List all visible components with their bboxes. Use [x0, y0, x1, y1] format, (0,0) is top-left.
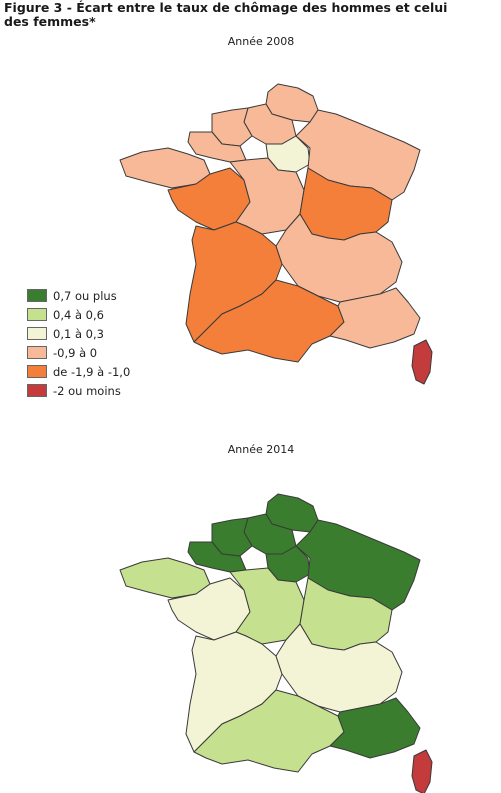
legend-item: 0,1 à 0,3	[27, 324, 130, 343]
legend-item: 0,7 ou plus	[27, 286, 130, 305]
region-auvergne-rhone-alpes	[275, 623, 403, 713]
legend-label: 0,7 ou plus	[53, 288, 117, 303]
map-2008-year-label: Année 2008	[227, 35, 295, 48]
map-2014	[119, 493, 433, 793]
region-paca	[329, 287, 421, 349]
legend-item: -0,9 à 0	[27, 343, 130, 362]
legend-label: -2 ou moins	[53, 383, 121, 398]
legend-label: -0,9 à 0	[53, 345, 98, 360]
legend-swatch	[27, 308, 47, 321]
legend-label: de -1,9 à -1,0	[53, 364, 131, 379]
legend-label: 0,1 à 0,3	[53, 326, 104, 341]
legend-item: de -1,9 à -1,0	[27, 362, 130, 381]
region-corse	[411, 339, 433, 385]
legend-item: 0,4 à 0,6	[27, 305, 130, 324]
region-auvergne-rhone-alpes	[275, 213, 403, 303]
legend-swatch	[27, 365, 47, 378]
legend-swatch	[27, 289, 47, 302]
region-corse	[411, 749, 433, 793]
legend-swatch	[27, 384, 47, 397]
legend: 0,7 ou plus 0,4 à 0,6 0,1 à 0,3 -0,9 à 0 de …	[27, 286, 130, 400]
region-champagne-lorraine-alsace	[295, 109, 421, 201]
legend-item: -2 ou moins	[27, 381, 130, 400]
legend-swatch	[27, 346, 47, 359]
map-2008	[119, 83, 433, 385]
region-paca	[329, 697, 421, 759]
region-champagne-lorraine-alsace	[295, 519, 421, 611]
map-2014-year-label: Année 2014	[227, 443, 295, 456]
figure-title: Figure 3 - Écart entre le taux de chômag…	[4, 0, 448, 29]
legend-label: 0,4 à 0,6	[53, 307, 104, 322]
legend-swatch	[27, 327, 47, 340]
